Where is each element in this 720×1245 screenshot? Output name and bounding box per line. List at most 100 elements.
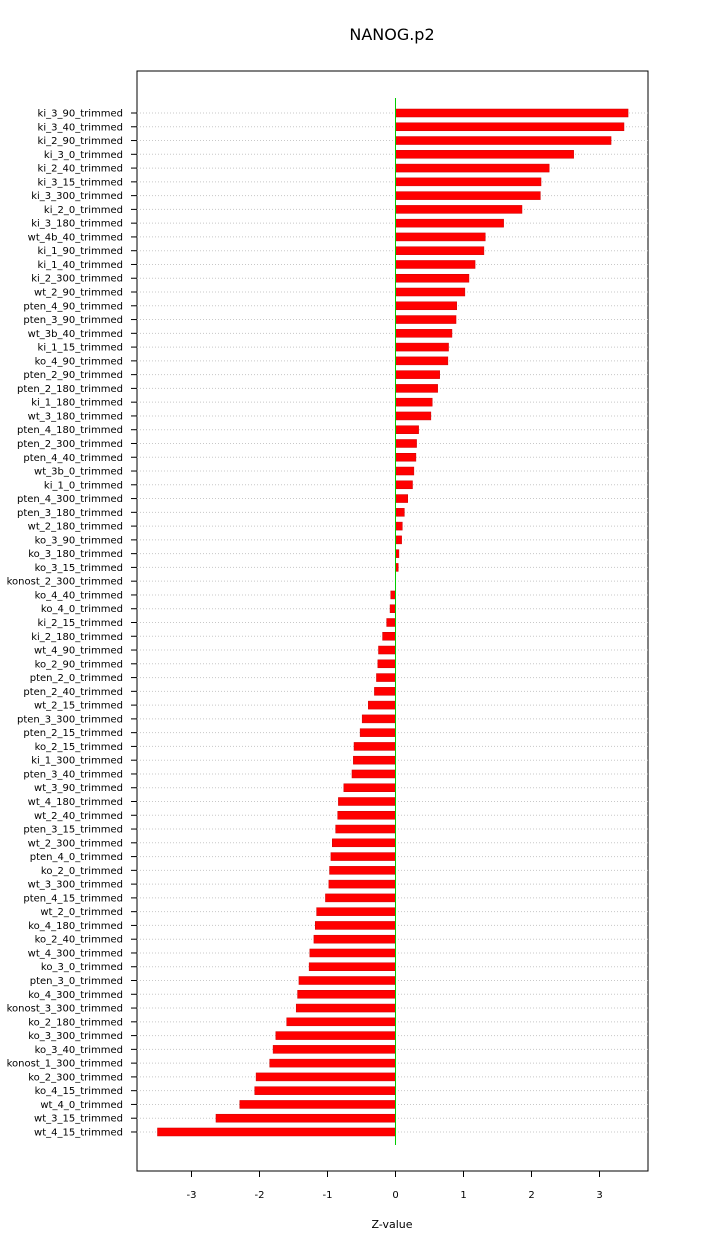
category-label: pten_3_300_trimmed — [17, 714, 123, 725]
category-label: ko_2_180_trimmed — [28, 1017, 123, 1028]
category-label: pten_4_40_trimmed — [23, 453, 123, 464]
bar — [269, 1058, 396, 1068]
plot-frame — [136, 70, 649, 1172]
bar — [316, 907, 396, 916]
category-label: wt_3b_40_trimmed — [28, 329, 123, 340]
category-label: ko_2_90_trimmed — [35, 659, 123, 670]
bar — [335, 824, 396, 834]
bar — [359, 728, 396, 737]
category-label: ko_2_300_trimmed — [28, 1072, 123, 1083]
bar — [215, 1113, 396, 1123]
category-label: ki_2_180_trimmed — [31, 632, 123, 643]
bar — [395, 411, 432, 421]
bar — [395, 232, 486, 242]
chart-title: NANOG.p2 — [349, 25, 434, 44]
category-label: pten_3_0_trimmed — [30, 976, 123, 987]
bar — [395, 356, 449, 366]
bar — [343, 783, 396, 792]
bar — [395, 439, 417, 448]
bar — [395, 301, 457, 311]
bar — [395, 287, 466, 297]
bar — [272, 1045, 396, 1054]
bar — [286, 1017, 396, 1027]
bar — [395, 370, 440, 379]
category-label: ko_4_90_trimmed — [35, 356, 123, 367]
bar — [328, 879, 396, 889]
category-label: wt_2_180_trimmed — [28, 522, 123, 533]
category-label: ko_3_40_trimmed — [35, 1045, 123, 1056]
category-label: ki_2_300_trimmed — [31, 274, 123, 285]
x-axis-title: Z-value — [371, 1218, 412, 1231]
bar — [386, 618, 396, 627]
category-label: ki_1_40_trimmed — [38, 260, 123, 271]
category-label: pten_2_40_trimmed — [23, 687, 123, 698]
bar — [353, 755, 396, 765]
category-label: ki_3_300_trimmed — [31, 191, 123, 202]
bar — [395, 177, 542, 187]
bar — [329, 866, 396, 875]
category-label: ko_4_300_trimmed — [28, 990, 123, 1001]
bar — [382, 632, 396, 641]
category-label: pten_2_90_trimmed — [23, 370, 123, 381]
bar — [395, 329, 453, 338]
x-axis: -3 -2 -1 0 1 2 3 — [187, 1171, 603, 1201]
category-label: ko_3_300_trimmed — [28, 1031, 123, 1042]
bar — [351, 769, 396, 779]
bar — [395, 535, 402, 545]
category-label: ki_1_0_trimmed — [44, 480, 123, 491]
category-label: ko_4_180_trimmed — [28, 921, 123, 932]
category-label: ko_3_15_trimmed — [35, 563, 123, 574]
category-label: wt_2_90_trimmed — [34, 288, 123, 299]
bar — [297, 990, 396, 999]
bar — [353, 742, 396, 751]
bar — [298, 976, 396, 985]
category-label: wt_3_300_trimmed — [28, 880, 123, 891]
category-label: pten_2_0_trimmed — [30, 673, 123, 684]
bar — [395, 246, 485, 255]
category-label: ki_1_300_trimmed — [31, 756, 123, 767]
bar — [325, 893, 396, 903]
bar — [395, 397, 433, 407]
bar — [378, 645, 396, 655]
bar — [395, 191, 541, 200]
bar — [395, 315, 457, 324]
category-label: ki_3_15_trimmed — [38, 177, 123, 188]
category-label: ko_3_0_trimmed — [41, 962, 123, 973]
category-label: ko_3_90_trimmed — [35, 535, 123, 546]
bar — [395, 218, 504, 228]
x-tick-label: 2 — [528, 1190, 534, 1201]
category-label: wt_3_15_trimmed — [34, 1114, 123, 1125]
bar — [338, 797, 396, 806]
bar — [389, 604, 396, 613]
category-label: pten_2_15_trimmed — [23, 728, 123, 739]
category-label: ki_2_15_trimmed — [38, 618, 123, 629]
category-label: ki_2_40_trimmed — [38, 164, 123, 175]
category-label: ki_3_0_trimmed — [44, 150, 123, 161]
bar — [395, 466, 415, 476]
bar — [315, 921, 396, 930]
category-label: ko_3_180_trimmed — [28, 549, 123, 560]
category-label: ki_2_90_trimmed — [38, 136, 123, 147]
category-label: ki_1_180_trimmed — [31, 398, 123, 409]
bar — [377, 659, 396, 669]
bar — [254, 1086, 396, 1095]
category-label: pten_4_180_trimmed — [17, 425, 123, 436]
x-tick-label: -1 — [323, 1190, 333, 1201]
category-label: ki_3_180_trimmed — [31, 219, 123, 230]
category-label: ko_4_40_trimmed — [35, 590, 123, 601]
category-label: ko_4_15_trimmed — [35, 1086, 123, 1097]
category-label: pten_4_300_trimmed — [17, 494, 123, 505]
bar — [395, 108, 629, 118]
category-label: konost_2_300_trimmed — [7, 577, 123, 588]
category-label: pten_3_40_trimmed — [23, 769, 123, 780]
bar — [157, 1127, 396, 1137]
bar — [309, 948, 396, 958]
category-label: wt_4_15_trimmed — [34, 1127, 123, 1138]
category-label: wt_4_90_trimmed — [34, 646, 123, 657]
bar — [395, 480, 413, 490]
category-label: wt_2_15_trimmed — [34, 701, 123, 712]
bar — [395, 508, 405, 517]
category-label: pten_3_180_trimmed — [17, 508, 123, 519]
bar — [239, 1100, 396, 1109]
